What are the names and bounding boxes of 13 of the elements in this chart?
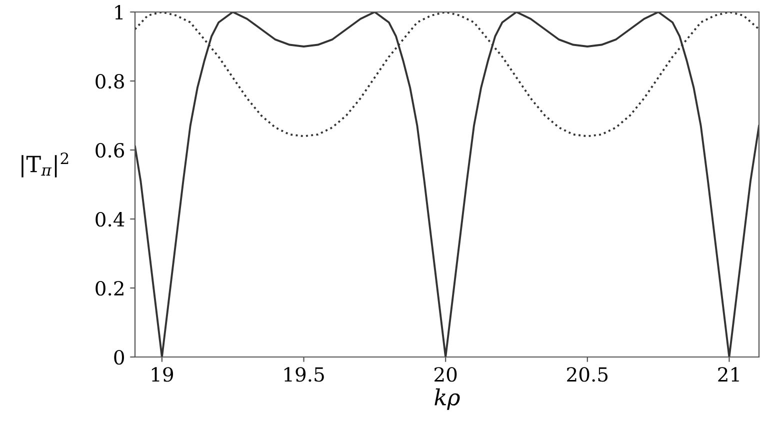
x-tick-label: 19 (152, 367, 174, 382)
y-tick-label: 0.6 (96, 142, 124, 158)
y-tick-label: 0 (114, 350, 124, 365)
y-tick-label: 0.4 (96, 212, 124, 227)
x-axis-title: kρ (434, 388, 460, 410)
x-tick-label: 20.5 (567, 367, 608, 382)
x-tick-label: 20 (434, 367, 457, 382)
y-tick-label: 0.2 (96, 280, 124, 296)
y-axis-title: |T$_{π}$|$^{2}$ (22, 152, 68, 178)
x-tick-label: 19.5 (284, 367, 324, 382)
x-tick-label: 21 (718, 367, 739, 382)
y-tick-label: 0.8 (96, 74, 124, 89)
y-tick-label: 1 (115, 4, 123, 20)
